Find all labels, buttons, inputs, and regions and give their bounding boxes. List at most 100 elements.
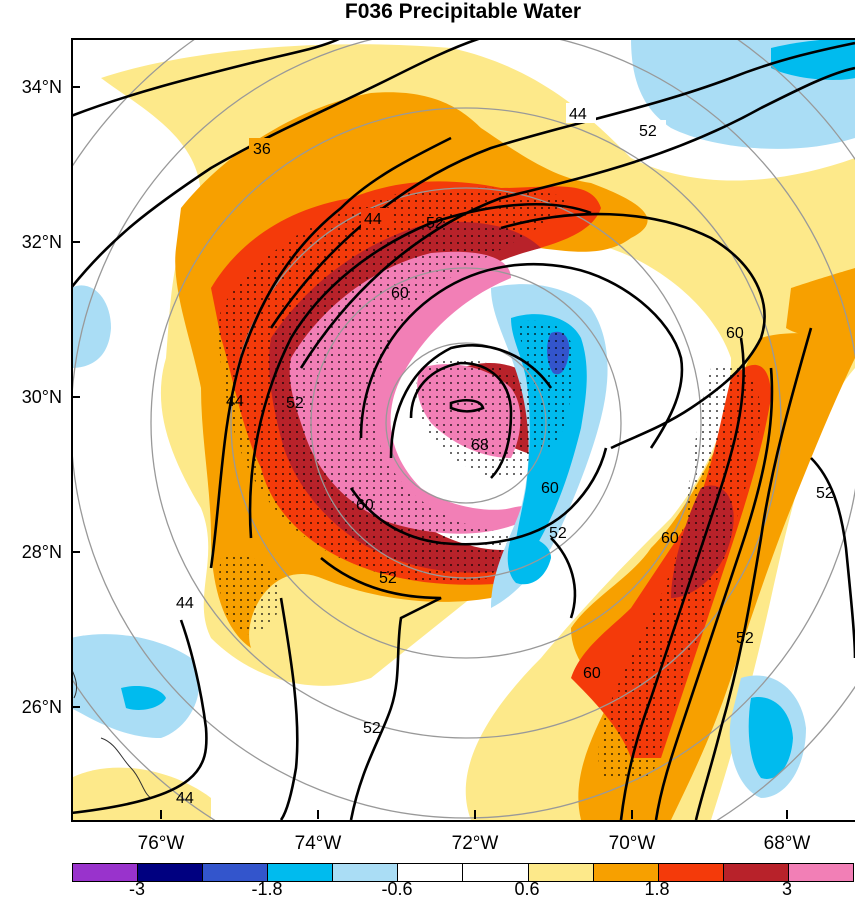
- contour-60-north: [359, 262, 684, 449]
- lon-label-68w: 68°W: [763, 833, 811, 854]
- contour-label-36: 36: [253, 141, 271, 158]
- colorbar-box: [788, 864, 853, 881]
- lon-tick: [160, 810, 162, 819]
- colorbar: [72, 863, 854, 882]
- lon-label-76w: 76°W: [137, 833, 185, 854]
- contour-44-west: [209, 136, 452, 569]
- contour-label-52-east: 52: [816, 485, 834, 502]
- colorbar-box: [268, 864, 334, 881]
- stipple-region-main: [219, 187, 571, 582]
- range-ring: [385, 342, 547, 504]
- contour-60-center: [550, 537, 577, 619]
- contour-label-layer: 36 44 44 44 44 44 52 52 52 52 52 52 52 5…: [176, 103, 834, 807]
- colorbar-box: [138, 864, 204, 881]
- contour-52-loop: [500, 212, 766, 450]
- contour-52-north: [299, 66, 855, 369]
- lat-tick: [71, 86, 80, 88]
- contour-label-60-south: 60: [356, 497, 374, 514]
- colorbar-label: -3: [128, 879, 146, 899]
- anomaly-region-light-blue-northwest: [71, 285, 111, 368]
- contour-label-60-east: 60: [661, 530, 679, 547]
- stipple-region-inner: [416, 359, 535, 479]
- range-ring: [310, 267, 622, 579]
- lat-label-34n: 34°N: [21, 77, 62, 97]
- colorbar-label: -1.8: [251, 879, 283, 899]
- contour-label-44-west: 44: [226, 393, 244, 410]
- map-title: F036 Precipitable Water: [344, 0, 582, 23]
- lat-tick: [71, 551, 80, 553]
- contour-lines: [71, 38, 855, 820]
- colorbar-box: [593, 864, 659, 881]
- contour-label-60-north: 60: [391, 285, 409, 302]
- contour-36: [71, 38, 342, 118]
- lat-tick: [71, 396, 80, 398]
- lon-tick: [474, 810, 476, 819]
- contour-44-southwest: [71, 619, 208, 815]
- colorbar-label: 1.8: [644, 879, 670, 899]
- anomaly-region-cyan-south: [507, 536, 551, 585]
- lon-label-70w: 70°W: [608, 833, 656, 854]
- colorbar-box: [203, 864, 269, 881]
- contour-label-68: 68: [471, 437, 489, 454]
- map-panel: 36 44 44 44 44 44 52 52 52 52 52 52 52 5…: [71, 38, 855, 820]
- lon-label-74w: 74°W: [294, 833, 342, 854]
- contour-label-44-north: 44: [569, 106, 587, 123]
- contour-52-southwest: [279, 597, 299, 820]
- contour-60-south: [349, 447, 608, 546]
- stippling: [219, 187, 761, 778]
- colorbar-label: 3: [781, 879, 793, 899]
- contour-52-east: [694, 327, 813, 820]
- colorbar-box: [333, 864, 399, 881]
- contour-52-south: [320, 557, 442, 820]
- map-canvas: 36 44 44 44 44 44 52 52 52 52 52 52 52 5…: [71, 38, 855, 820]
- anomaly-region-orange-northeast: [786, 268, 855, 338]
- colorbar-box: [528, 864, 594, 881]
- colorbar-label: 0.6: [514, 879, 540, 899]
- colorbar-box: [658, 864, 724, 881]
- contour-label-52-south: 52: [379, 570, 397, 587]
- range-ring: [150, 107, 782, 739]
- contour-label-60-northeast: 60: [726, 325, 744, 342]
- contour-label-44-southwest: 44: [176, 595, 194, 612]
- contour-60-east: [619, 337, 745, 820]
- contour-44-north: [269, 41, 855, 329]
- anomaly-region-cyan-southeast: [748, 697, 793, 779]
- contour-52-farfeast: [810, 457, 855, 659]
- contour-60-mid: [389, 344, 553, 459]
- lat-label-30n: 30°N: [21, 387, 62, 407]
- range-ring: [71, 38, 855, 819]
- anomaly-region-light-blue-west: [71, 634, 200, 738]
- lat-tick: [71, 706, 80, 708]
- lon-tick: [631, 810, 633, 819]
- stipple-region-east: [598, 365, 761, 778]
- colorbar-box: [723, 864, 789, 881]
- contour-label-52-mid: 52: [426, 215, 444, 232]
- colorbar-box: [73, 864, 139, 881]
- contour-label-44-mid: 44: [364, 211, 382, 228]
- contour-label-52-center: 52: [549, 525, 567, 542]
- contour-label-60-center: 60: [541, 480, 559, 497]
- anomaly-region-cyan-west: [121, 686, 166, 710]
- lat-label-28n: 28°N: [21, 542, 62, 562]
- contour-68: [409, 361, 513, 479]
- colorbar-box: [398, 864, 464, 881]
- contour-label-52-west: 52: [286, 395, 304, 412]
- coastline-segment: [100, 737, 152, 799]
- stipple-region-southwest: [219, 555, 281, 635]
- lat-label-32n: 32°N: [21, 232, 62, 252]
- contour-label-52-southwest: 52: [363, 720, 381, 737]
- contour-label-52-southeast: 52: [736, 630, 754, 647]
- colorbar-label: -0.6: [381, 879, 413, 899]
- lon-tick: [786, 810, 788, 819]
- contour-label-60-southeast: 60: [583, 665, 601, 682]
- lat-tick: [71, 241, 80, 243]
- lon-label-72w: 72°W: [451, 833, 499, 854]
- contour-label-44-bottom: 44: [176, 790, 194, 807]
- contour-52-west: [248, 202, 592, 539]
- contour-label-52-north: 52: [639, 123, 657, 140]
- range-rings: [71, 38, 855, 820]
- contour-36-b: [71, 38, 482, 289]
- lon-tick: [317, 810, 319, 819]
- contour-68-core: [449, 398, 485, 413]
- colorbar-box: [463, 864, 529, 881]
